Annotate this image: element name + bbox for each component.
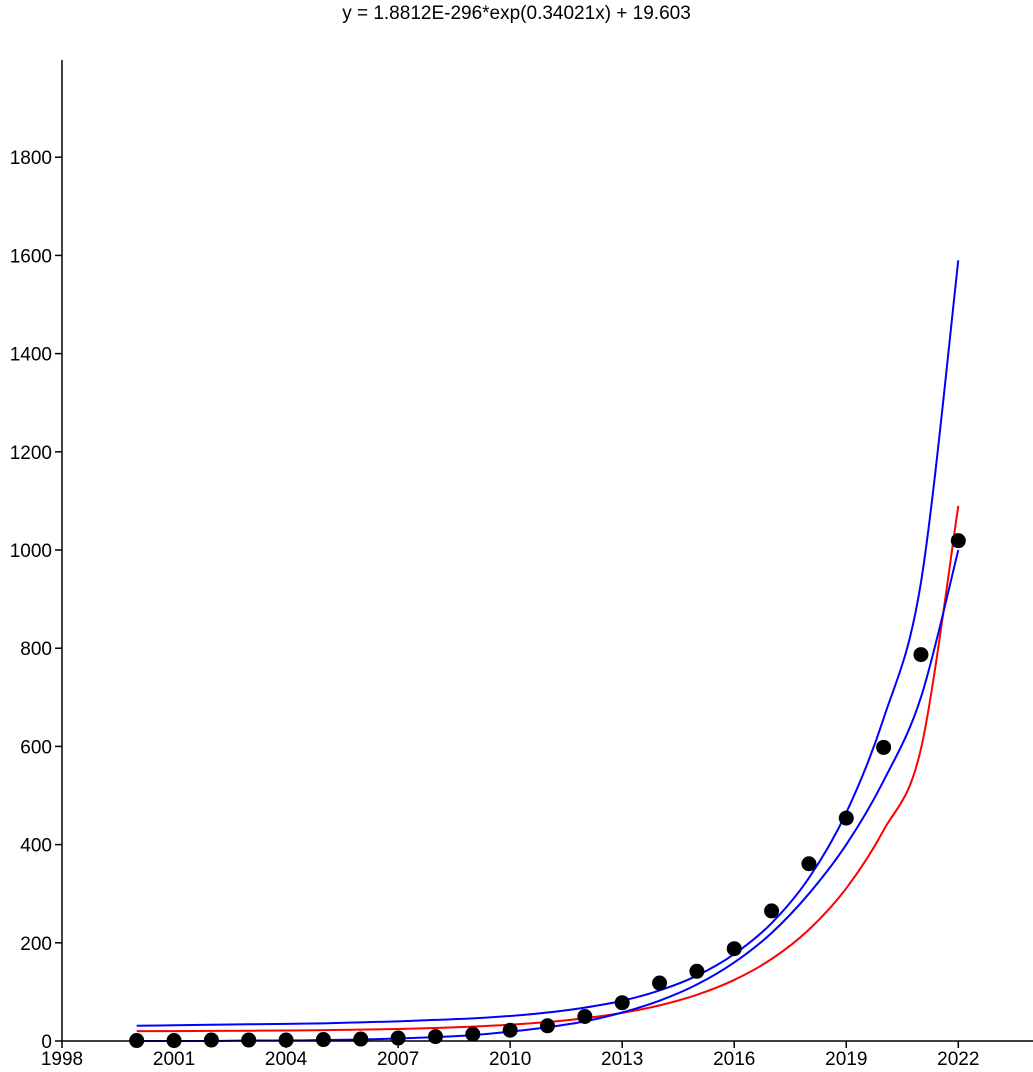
data-point [839, 811, 854, 826]
data-point [689, 964, 704, 979]
data-point [764, 903, 779, 918]
data-point [577, 1009, 592, 1024]
x-tick-label: 2001 [153, 1049, 195, 1070]
x-tick-label: 2007 [377, 1049, 419, 1070]
data-point [727, 941, 742, 956]
points-layer [129, 533, 966, 1048]
data-point [241, 1033, 256, 1048]
data-point [615, 995, 630, 1010]
lines-layer [137, 260, 959, 1041]
y-tick-label: 1800 [10, 148, 52, 169]
x-tick-label: 2013 [601, 1049, 643, 1070]
x-tick-label: 2010 [489, 1049, 531, 1070]
upper-bound-curve [137, 260, 959, 1025]
y-tick-label: 1000 [10, 541, 52, 562]
data-point [465, 1027, 480, 1042]
data-point [876, 740, 891, 755]
x-tick-label: 2016 [713, 1049, 755, 1070]
fit-curve [137, 506, 959, 1031]
x-tick-label: 1998 [41, 1049, 83, 1070]
data-point [913, 647, 928, 662]
y-tick-label: 1600 [10, 246, 52, 267]
data-point [316, 1032, 331, 1047]
x-tick-label: 2022 [937, 1049, 979, 1070]
data-point [204, 1033, 219, 1048]
data-point [503, 1023, 518, 1038]
y-tick-label: 1400 [10, 345, 52, 366]
data-point [540, 1018, 555, 1033]
data-point [801, 856, 816, 871]
data-point [428, 1029, 443, 1044]
y-tick-label: 200 [20, 934, 52, 955]
data-point [652, 976, 667, 991]
data-point [353, 1032, 368, 1047]
y-tick-label: 400 [20, 836, 52, 857]
y-tick-label: 600 [20, 737, 52, 758]
lower-bound-curve [137, 550, 959, 1041]
y-tick-label: 1200 [10, 443, 52, 464]
data-point [951, 533, 966, 548]
x-tick-label: 2019 [825, 1049, 867, 1070]
y-tick-label: 800 [20, 639, 52, 660]
x-tick-label: 2004 [265, 1049, 308, 1070]
